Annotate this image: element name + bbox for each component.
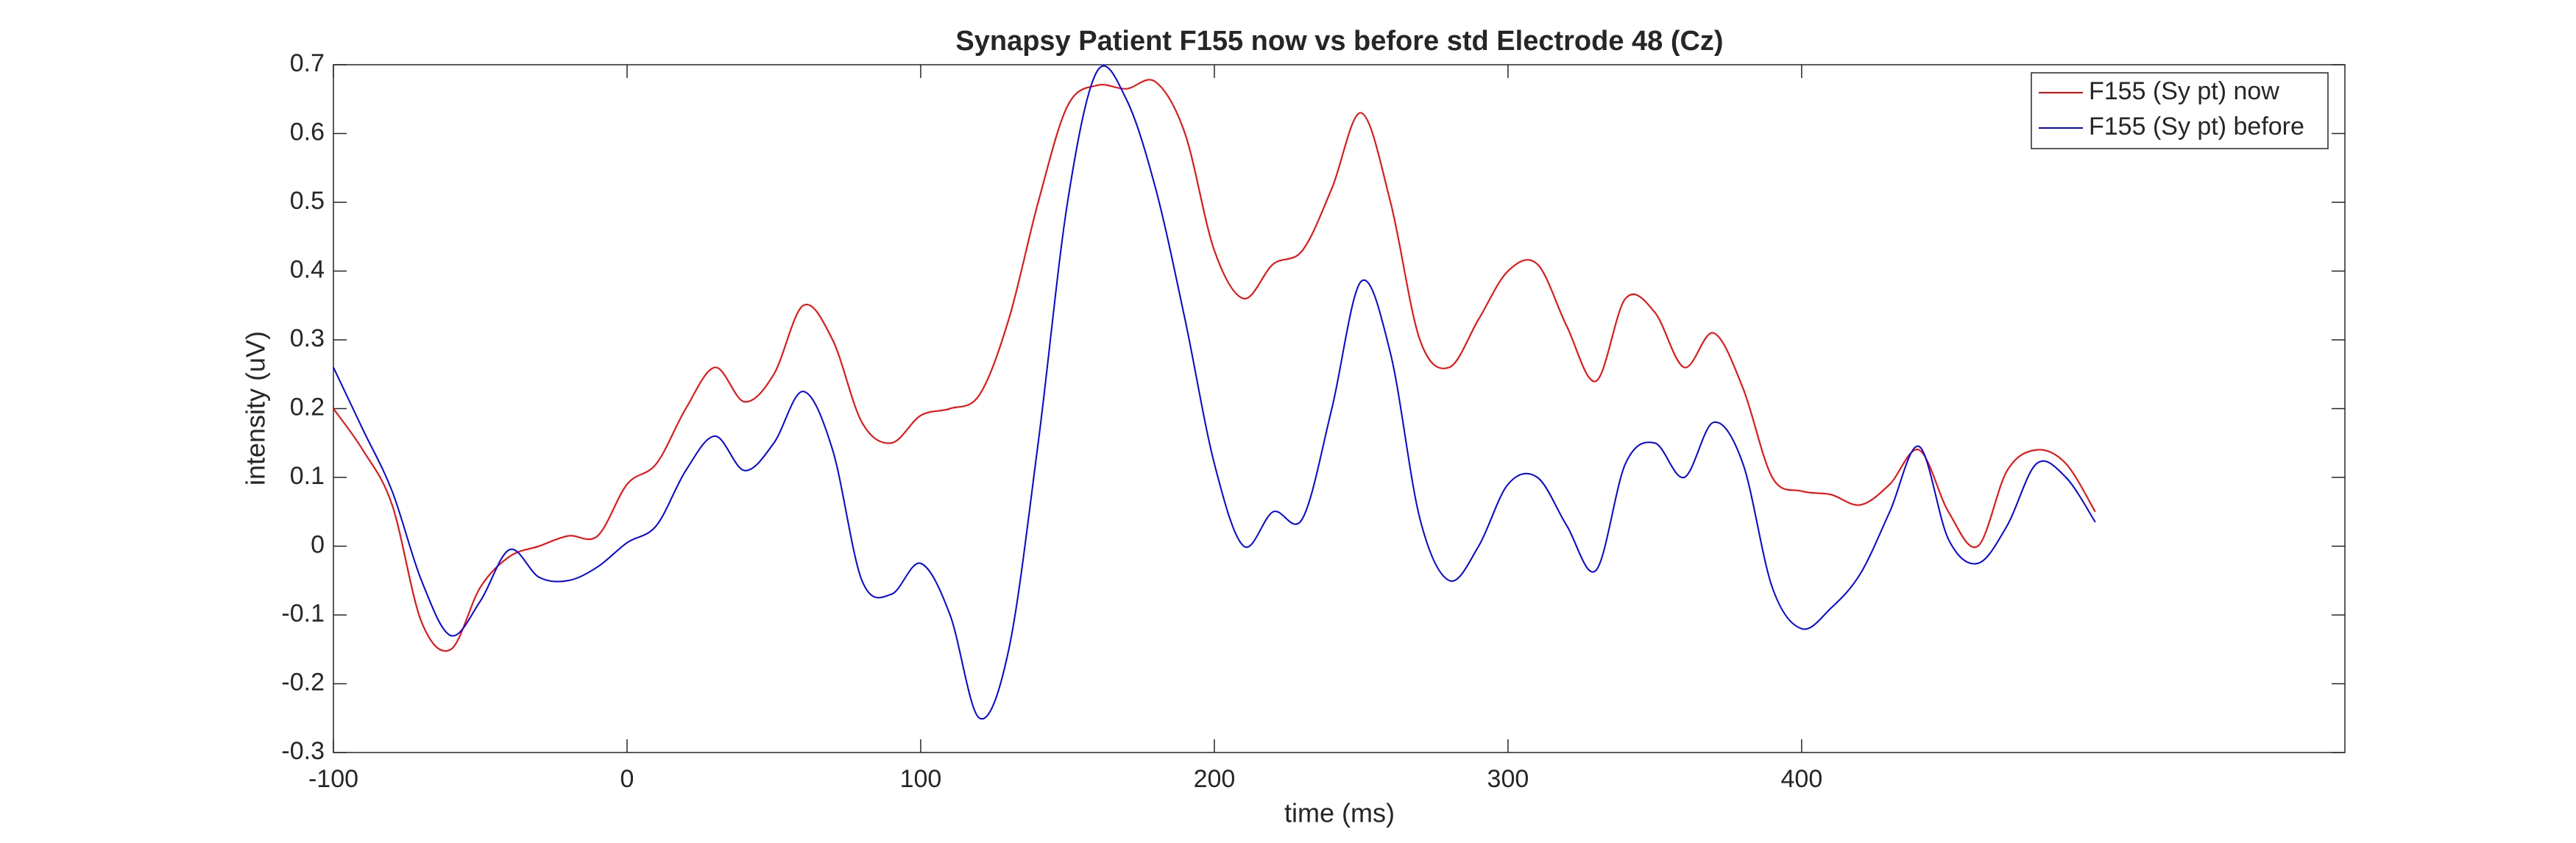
y-tick-label: 0.3	[290, 324, 325, 352]
chart-title: Synapsy Patient F155 now vs before std E…	[955, 26, 1723, 57]
legend: F155 (Sy pt) now F155 (Sy pt) before	[2031, 72, 2329, 149]
legend-box	[2031, 72, 2329, 149]
y-tick-label: -0.1	[281, 600, 325, 627]
y-tick-label: 0	[311, 530, 325, 558]
plot-area	[333, 64, 2346, 753]
x-tick-label: 400	[1781, 765, 1823, 793]
x-tick-label: 0	[620, 765, 634, 793]
x-tick-label: -100	[308, 765, 358, 793]
y-tick-label: 0.6	[290, 118, 325, 146]
legend-label: F155 (Sy pt) before	[2089, 113, 2304, 140]
x-tick-label: 300	[1487, 765, 1529, 793]
y-tick-label: 0.2	[290, 393, 325, 421]
y-tick-label: -0.2	[281, 668, 325, 696]
series-line	[333, 65, 2096, 720]
legend-label: F155 (Sy pt) now	[2089, 77, 2279, 105]
y-tick-label: 0.7	[290, 49, 325, 77]
x-axis-label: time (ms)	[1284, 798, 1395, 828]
y-tick-label: 0.5	[290, 187, 325, 215]
y-tick-label: 0.1	[290, 462, 325, 490]
y-tick-label: -0.3	[281, 737, 325, 765]
x-tick-label: 100	[900, 765, 942, 793]
y-tick-label: 0.4	[290, 255, 325, 283]
series-line	[333, 79, 2096, 652]
y-axis-label: intensity (uV)	[241, 331, 271, 485]
x-tick-label: 200	[1194, 765, 1236, 793]
